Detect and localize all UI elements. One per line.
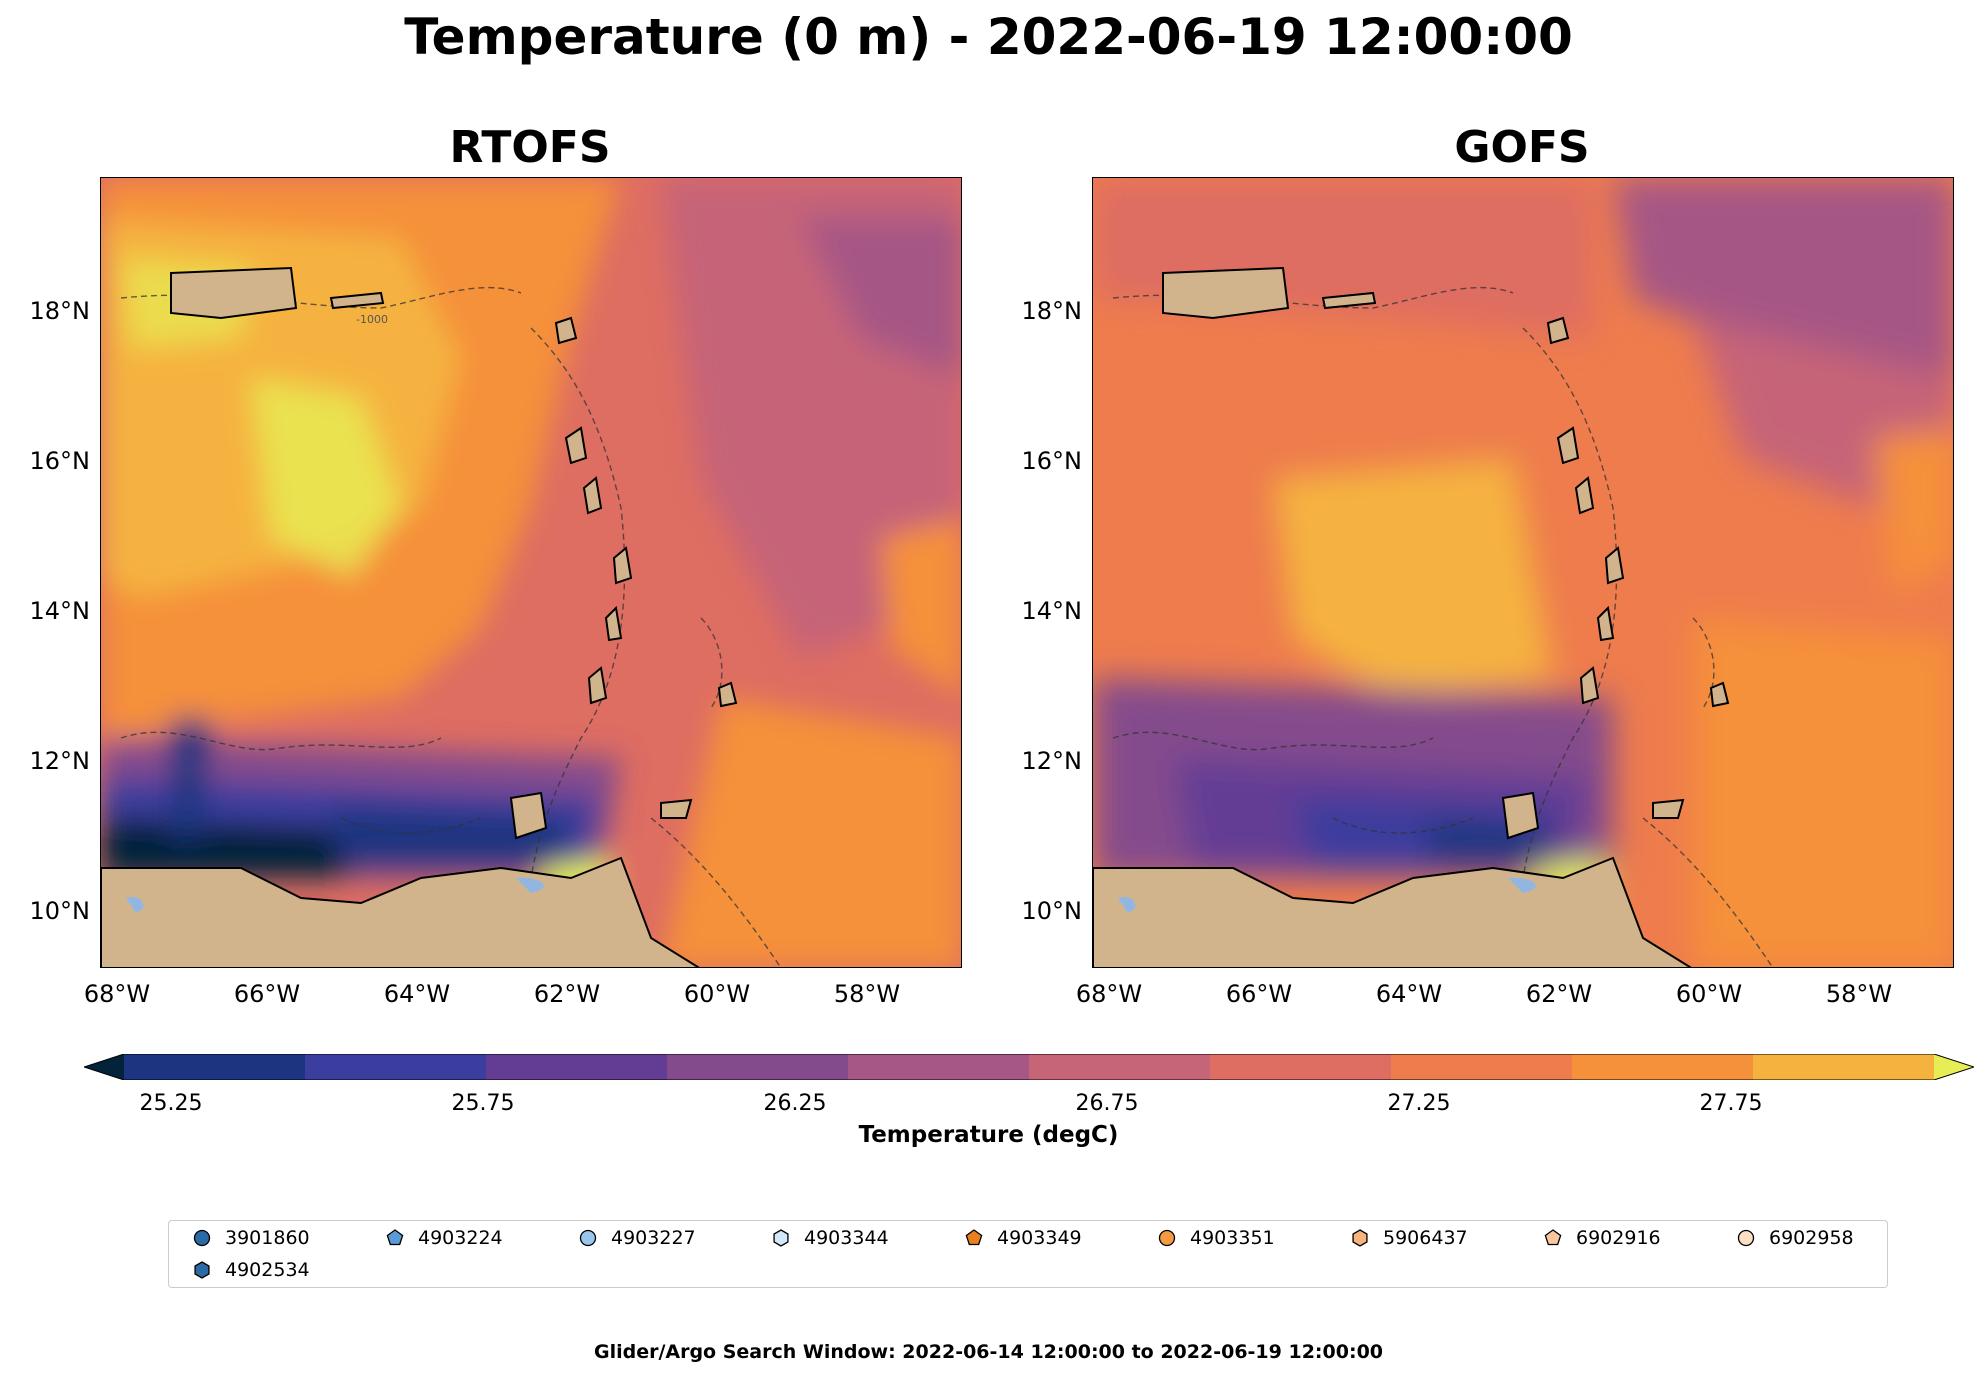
colorbar-tick: 27.25 — [1387, 1091, 1451, 1116]
colorbar — [82, 1053, 1976, 1081]
legend-item: 4903344 — [772, 1224, 889, 1252]
pentagon-marker-icon — [965, 1229, 983, 1246]
colorbar-bin — [305, 1054, 487, 1080]
pentagon-marker-icon — [1544, 1229, 1562, 1246]
colorbar-bin — [1210, 1054, 1392, 1080]
y-tick-10n: 10°N — [1021, 897, 1083, 925]
legend-item: 4903351 — [1158, 1224, 1275, 1252]
hexagon-marker-icon — [773, 1229, 789, 1247]
x-tick-60w: 60°W — [683, 980, 751, 1008]
colorbar-extend-low — [84, 1054, 124, 1080]
rtofs-map-graphic: -1000 — [101, 178, 961, 967]
legend-item-label: 4903344 — [804, 1227, 889, 1249]
colorbar-tick: 26.25 — [763, 1091, 827, 1116]
x-tick-68w: 68°W — [83, 980, 151, 1008]
legend-item: 6902916 — [1544, 1224, 1661, 1252]
colorbar-graphic — [82, 1053, 1976, 1081]
x-tick-64w: 64°W — [383, 980, 451, 1008]
hexagon-marker-icon — [194, 1261, 210, 1279]
circle-marker-icon — [579, 1229, 597, 1247]
legend-item: 4903224 — [386, 1224, 503, 1252]
panel-title-rtofs: RTOFS — [449, 122, 611, 173]
colorbar-tick: 25.75 — [451, 1091, 515, 1116]
legend-item: 6902958 — [1737, 1224, 1854, 1252]
colorbar-label: Temperature (degC) — [858, 1122, 1119, 1148]
legend-item: 3901860 — [193, 1224, 310, 1252]
legend-item-label: 4903227 — [611, 1227, 696, 1249]
colorbar-tick: 26.75 — [1075, 1091, 1139, 1116]
colorbar-bin — [124, 1054, 306, 1080]
legend-item-label: 4903349 — [997, 1227, 1082, 1249]
y-tick-12n: 12°N — [29, 747, 91, 775]
colorbar-bin — [1572, 1054, 1754, 1080]
legend-item: 4902534 — [193, 1256, 310, 1284]
circle-marker-icon — [1158, 1229, 1176, 1247]
y-tick-12n: 12°N — [1021, 747, 1083, 775]
pentagon-marker-icon — [386, 1229, 404, 1246]
y-tick-18n: 18°N — [29, 297, 91, 325]
x-tick-66w: 66°W — [1225, 980, 1293, 1008]
y-tick-16n: 16°N — [29, 447, 91, 475]
map-panel-gofs — [1092, 177, 1954, 968]
colorbar-bin — [1391, 1054, 1573, 1080]
colorbar-tick: 25.25 — [139, 1091, 203, 1116]
colorbar-bin — [848, 1054, 1030, 1080]
y-tick-14n: 14°N — [1021, 597, 1083, 625]
legend-item-label: 3901860 — [225, 1227, 310, 1249]
x-tick-68w: 68°W — [1075, 980, 1143, 1008]
x-tick-58w: 58°W — [833, 980, 901, 1008]
legend-item-label: 6902916 — [1576, 1227, 1661, 1249]
y-tick-10n: 10°N — [29, 897, 91, 925]
legend-item: 5906437 — [1351, 1224, 1468, 1252]
colorbar-tick: 27.75 — [1699, 1091, 1763, 1116]
y-tick-16n: 16°N — [1021, 447, 1083, 475]
x-tick-64w: 64°W — [1375, 980, 1443, 1008]
bathymetry-contour-label: -1000 — [356, 313, 388, 326]
legend-item-label: 5906437 — [1383, 1227, 1468, 1249]
y-tick-14n: 14°N — [29, 597, 91, 625]
figure-title: Temperature (0 m) - 2022-06-19 12:00:00 — [404, 8, 1573, 66]
x-tick-58w: 58°W — [1825, 980, 1893, 1008]
x-tick-66w: 66°W — [233, 980, 301, 1008]
x-tick-62w: 62°W — [533, 980, 601, 1008]
colorbar-extend-high — [1934, 1054, 1974, 1080]
x-tick-62w: 62°W — [1525, 980, 1593, 1008]
colorbar-bin — [1753, 1054, 1935, 1080]
legend-item-label: 4903224 — [418, 1227, 503, 1249]
map-panel-rtofs: -1000 — [100, 177, 962, 968]
search-window-note: Glider/Argo Search Window: 2022-06-14 12… — [593, 1341, 1384, 1363]
x-tick-60w: 60°W — [1675, 980, 1743, 1008]
legend-item: 4903227 — [579, 1224, 696, 1252]
colorbar-bin — [667, 1054, 849, 1080]
gofs-map-graphic — [1093, 178, 1953, 967]
hexagon-marker-icon — [1352, 1229, 1368, 1247]
circle-marker-icon — [1737, 1229, 1755, 1247]
legend-item: 4903349 — [965, 1224, 1082, 1252]
legend-item-label: 6902958 — [1769, 1227, 1854, 1249]
panel-title-gofs: GOFS — [1454, 122, 1590, 173]
colorbar-bin — [1029, 1054, 1211, 1080]
colorbar-bin — [486, 1054, 668, 1080]
legend: 3901860 4903224 4903227 4903344 4903349 49033… — [168, 1220, 1888, 1288]
circle-marker-icon — [193, 1229, 211, 1247]
legend-item-label: 4903351 — [1190, 1227, 1275, 1249]
y-tick-18n: 18°N — [1021, 297, 1083, 325]
legend-item-label: 4902534 — [225, 1259, 310, 1281]
